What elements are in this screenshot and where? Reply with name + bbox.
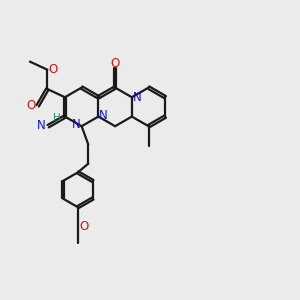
Text: H: H bbox=[52, 113, 60, 123]
Text: O: O bbox=[80, 220, 89, 233]
Text: N: N bbox=[99, 109, 108, 122]
Text: O: O bbox=[49, 63, 58, 76]
Text: O: O bbox=[27, 99, 36, 112]
Text: N: N bbox=[72, 118, 81, 131]
Text: O: O bbox=[110, 57, 120, 70]
Text: N: N bbox=[37, 119, 46, 132]
Text: N: N bbox=[133, 91, 142, 104]
